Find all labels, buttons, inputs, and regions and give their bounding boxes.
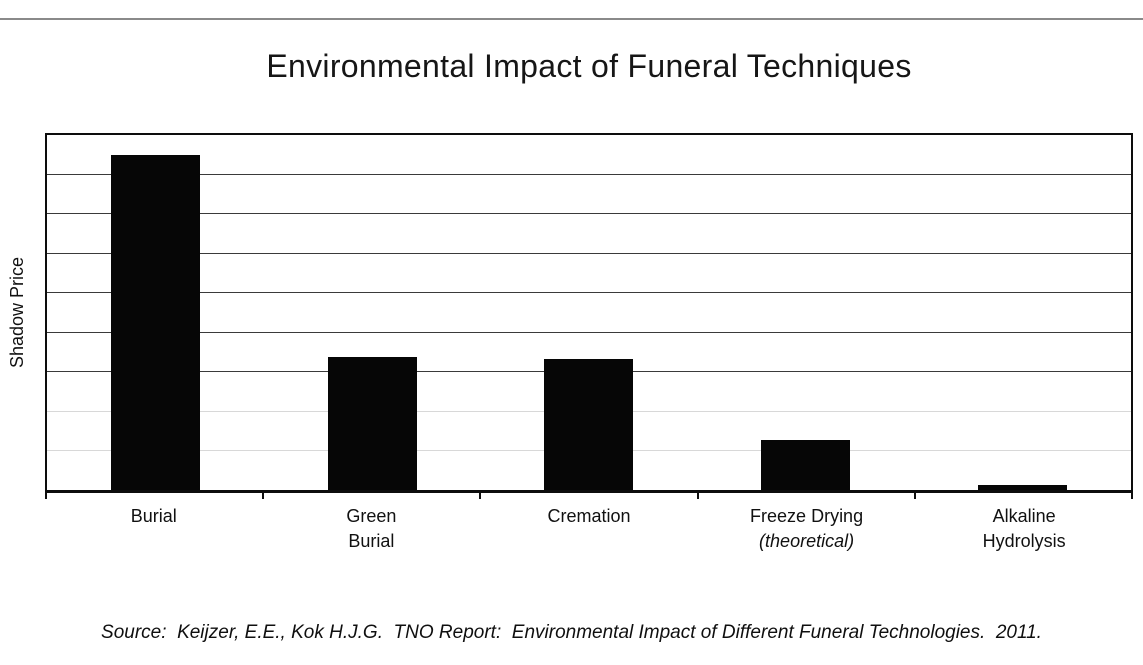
top-divider-line <box>0 18 1143 20</box>
x-axis-label-line2: Hydrolysis <box>982 531 1066 551</box>
bar-cell <box>264 135 481 490</box>
bars-row <box>47 135 1131 490</box>
bar-burial <box>110 154 200 490</box>
x-axis-tick <box>262 493 265 499</box>
gridline <box>47 292 1131 294</box>
x-axis-tick <box>696 493 699 499</box>
gridline <box>47 331 1131 333</box>
gridline <box>47 213 1131 215</box>
x-axis-label-line2: Burial <box>348 531 395 551</box>
x-axis-label-line1: Freeze Drying <box>750 506 864 526</box>
x-axis-tick <box>1131 493 1133 499</box>
x-axis-label-line1: Green <box>346 506 397 526</box>
x-axis-label: Green Burial <box>263 504 481 554</box>
x-axis-label: Freeze Drying (theoretical) <box>698 504 916 554</box>
bar-cell <box>697 135 914 490</box>
x-axis-tick <box>479 493 482 499</box>
x-axis-tick <box>45 493 47 499</box>
y-axis-label: Shadow Price <box>7 256 28 368</box>
bar-green-burial <box>327 357 417 490</box>
bar-alkaline-hydrolysis <box>978 484 1068 490</box>
bar-cell <box>481 135 698 490</box>
x-axis-label: Alkaline Hydrolysis <box>915 504 1133 554</box>
bar-freeze-drying-theoretical <box>761 439 851 490</box>
chart-title: Environmental Impact of Funeral Techniqu… <box>266 48 912 84</box>
x-axis-labels: Burial Green Burial Cremation Freeze Drying (… <box>45 504 1133 554</box>
x-axis-label-line1: Cremation <box>547 506 631 526</box>
plot-area <box>45 133 1133 493</box>
source-note: Source: Keijzer, E.E., Kok H.J.G. TNO Re… <box>101 622 1042 643</box>
x-axis-tick <box>913 493 916 499</box>
bar-cremation <box>544 359 634 490</box>
x-axis-label: Cremation <box>480 504 698 554</box>
x-axis-label-line1: Burial <box>130 506 177 526</box>
bar-cell <box>47 135 264 490</box>
gridline <box>47 252 1131 254</box>
y-axis-label-box: Shadow Price <box>0 133 36 491</box>
x-axis-label-line1: Alkaline <box>992 506 1056 526</box>
x-axis-label: Burial <box>45 504 263 554</box>
bar-cell <box>914 135 1131 490</box>
x-axis-label-line2: (theoretical) <box>759 531 855 551</box>
gridline <box>47 173 1131 175</box>
